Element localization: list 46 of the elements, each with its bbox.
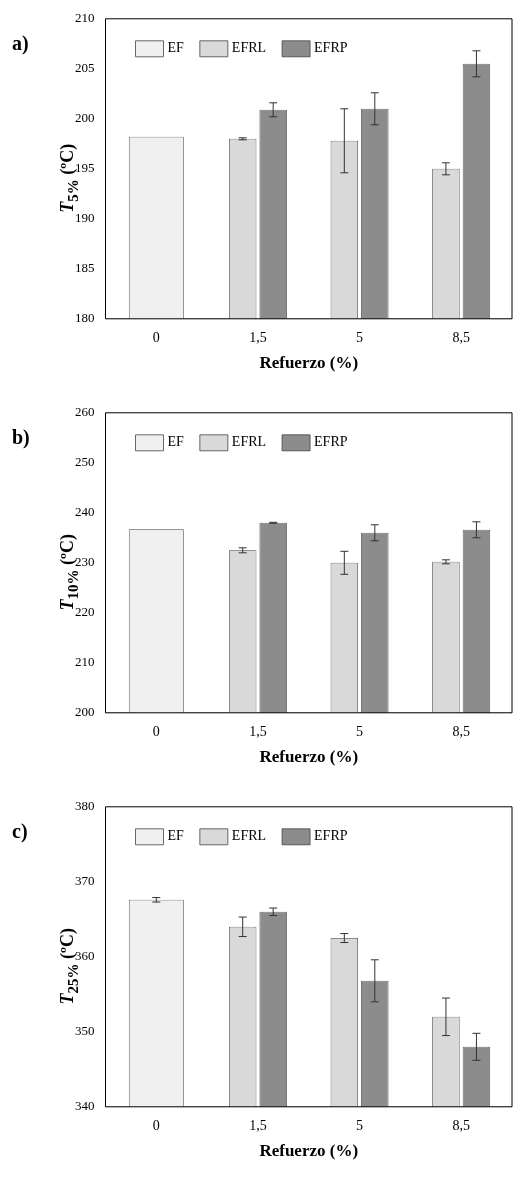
legend-label: EFRP [314, 828, 348, 844]
x-tick-label: 0 [152, 1117, 160, 1133]
text: b) [12, 426, 30, 449]
legend-label: EF [167, 40, 185, 56]
x-tick-label: 5 [356, 723, 364, 739]
y-tick-label: 210 [75, 654, 95, 670]
x-tick-label: 5 [356, 329, 364, 345]
x-tick-label: 8,5 [452, 329, 470, 345]
legend-label: EFRL [231, 828, 267, 844]
x-tick-label: 5 [356, 1117, 364, 1133]
text: a) [12, 32, 29, 55]
y-tick-label: 260 [75, 404, 95, 420]
y-tick-label: 185 [75, 260, 95, 276]
y-tick-label: 190 [75, 210, 95, 226]
y-tick-label: 200 [75, 110, 95, 126]
legend-label: EF [167, 828, 185, 844]
x-tick-label: 0 [152, 329, 160, 345]
y-tick-label: 210 [75, 10, 95, 26]
x-tick-label: 0 [152, 723, 160, 739]
legend-label: EFRL [231, 40, 267, 56]
x-axis-title: Refuerzo (%) [259, 1141, 359, 1161]
x-tick-label: 1,5 [249, 1117, 267, 1133]
x-tick-label: 8,5 [452, 1117, 470, 1133]
y-tick-label: 205 [75, 60, 95, 76]
x-tick-label: 1,5 [249, 723, 267, 739]
legend-label: EFRP [314, 40, 348, 56]
y-tick-label: 195 [75, 160, 95, 176]
y-tick-label: 220 [75, 604, 95, 620]
y-tick-label: 360 [75, 948, 95, 964]
y-tick-label: 200 [75, 704, 95, 720]
y-tick-label: 180 [75, 310, 95, 326]
text: c) [12, 820, 28, 843]
y-tick-label: 340 [75, 1098, 95, 1114]
y-tick-label: 370 [75, 873, 95, 889]
x-tick-label: 8,5 [452, 723, 470, 739]
y-tick-label: 350 [75, 1023, 95, 1039]
y-tick-label: 250 [75, 454, 95, 470]
x-tick-label: 1,5 [249, 329, 267, 345]
y-tick-label: 230 [75, 554, 95, 570]
legend-label: EF [167, 434, 185, 450]
legend-label: EFRL [231, 434, 267, 450]
x-axis-title: Refuerzo (%) [259, 353, 359, 373]
x-axis-title: Refuerzo (%) [259, 747, 359, 767]
y-tick-label: 240 [75, 504, 95, 520]
legend-label: EFRP [314, 434, 348, 450]
y-tick-label: 380 [75, 798, 95, 814]
